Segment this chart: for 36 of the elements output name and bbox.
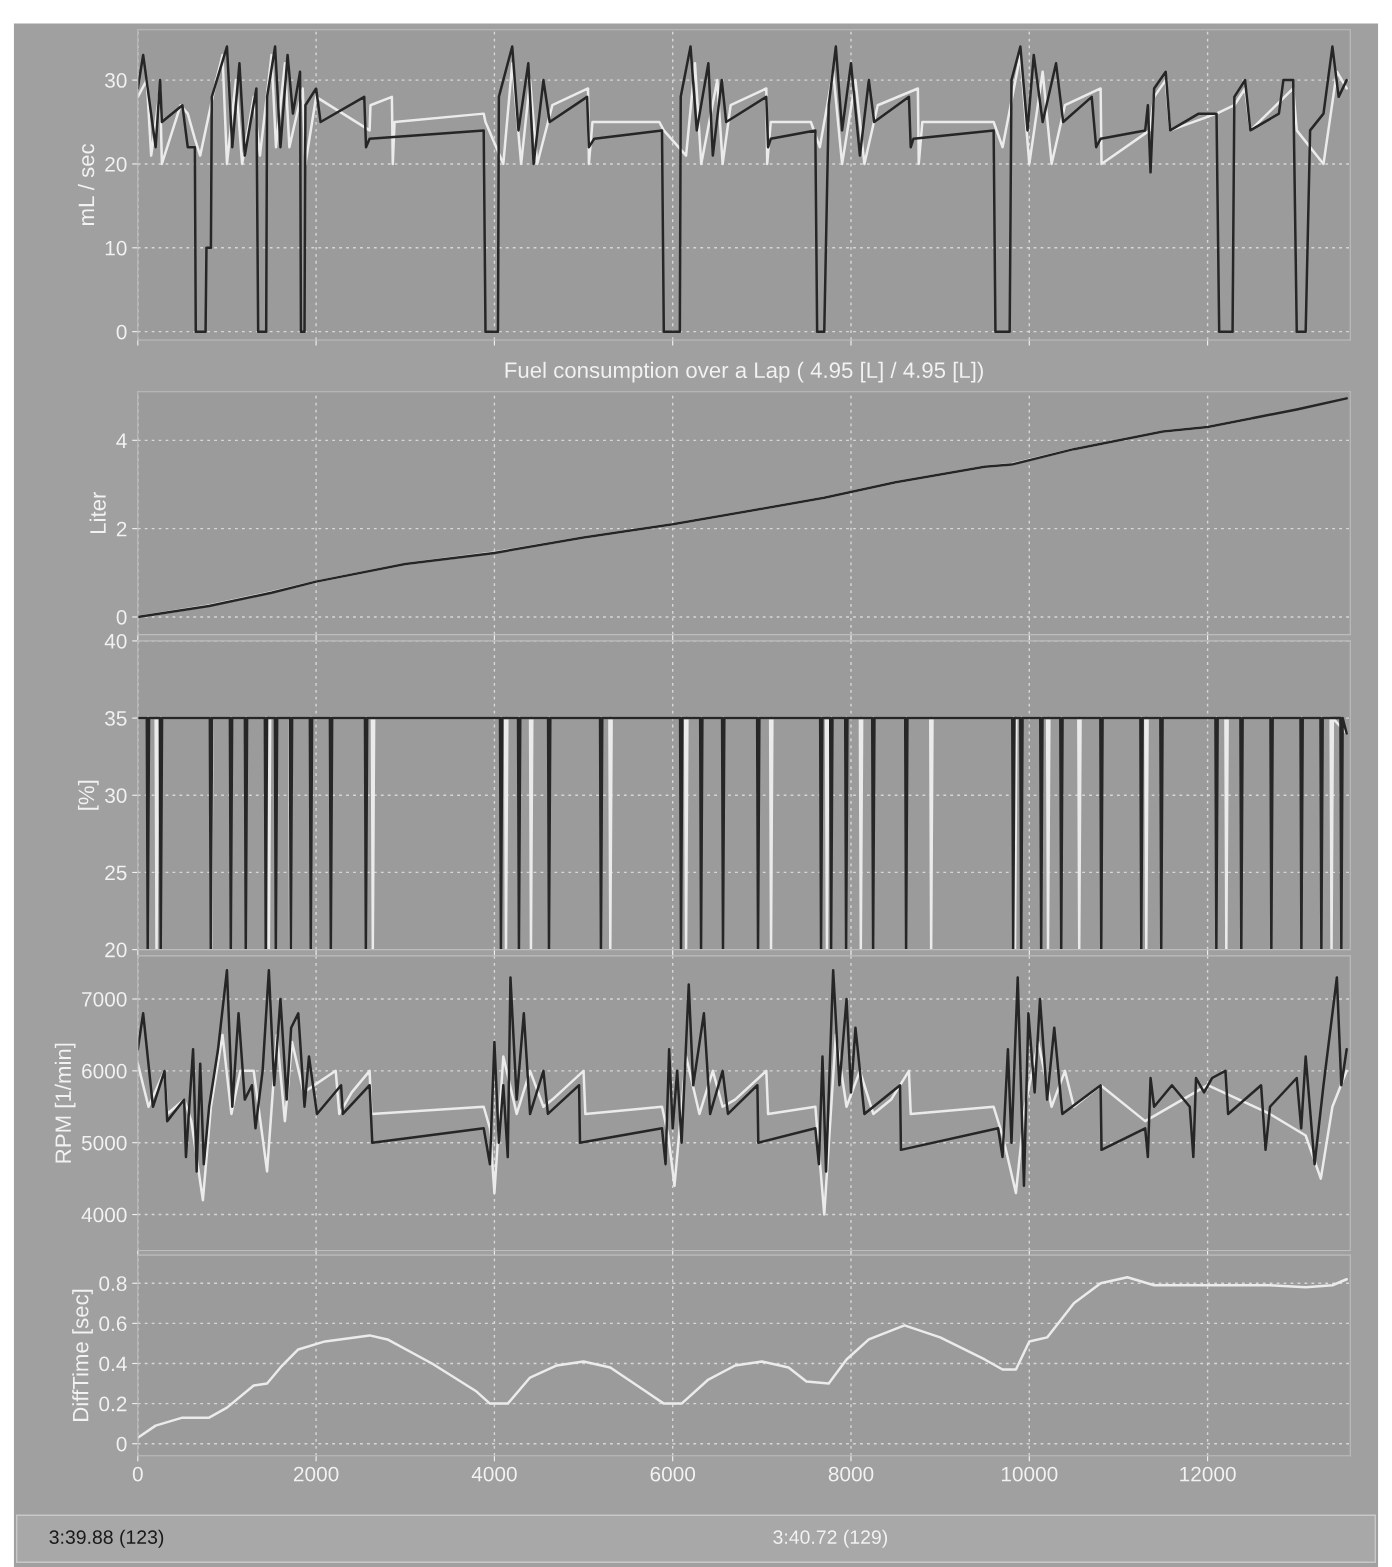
y-tick-label: 2 [116,521,127,537]
y-tick-label: 6000 [82,1063,127,1079]
y-axis-title: Liter [89,491,106,533]
y-tick-label: 0.6 [99,1316,127,1332]
y-tick-label: 25 [105,865,127,881]
text: 3:39.88 (123) [49,1529,164,1548]
y-tick-label: 4000 [81,1207,127,1223]
y-tick-label: 0.8 [99,1276,127,1291]
x-tick-label: 4000 [471,1466,517,1482]
text: 3:40.72 (129) [773,1529,888,1548]
y-tick-label: 20 [105,156,127,172]
y-tick-label: 40 [104,633,127,649]
y-tick-label: 0.4 [99,1356,127,1372]
y-tick-label: 7000 [82,991,127,1007]
x-tick-label: 8000 [828,1466,874,1482]
x-tick-label: 2000 [293,1466,339,1482]
x-tick-label: 12000 [1180,1466,1236,1482]
y-tick-label: 0 [116,609,127,625]
y-tick-label: 10 [105,240,127,256]
y-axis-title: RPM [1/min] [54,1043,76,1163]
y-tick-label: 20 [105,942,127,958]
y-axis-title: mL / sec [77,143,95,225]
y-tick-label: 30 [105,788,127,804]
x-tick-label: 6000 [650,1466,696,1482]
y-tick-label: 30 [105,73,127,88]
x-tick-label: 10000 [1001,1466,1058,1482]
y-axis-title: [%] [77,780,99,810]
y-tick-label: 4 [116,433,127,448]
x-tick-label: 0 [132,1466,143,1482]
y-tick-label: 0.2 [99,1396,127,1412]
y-tick-label: 35 [105,711,127,726]
y-tick-label: 0 [116,1436,127,1452]
y-axis-title: DiffTime [sec] [72,1289,93,1421]
y-tick-label: 0 [116,324,127,340]
chart-title: Fuel consumption over a Lap ( 4.95 [L] / 4.95 [L]) [505,361,983,383]
y-tick-label: 5000 [81,1135,127,1151]
